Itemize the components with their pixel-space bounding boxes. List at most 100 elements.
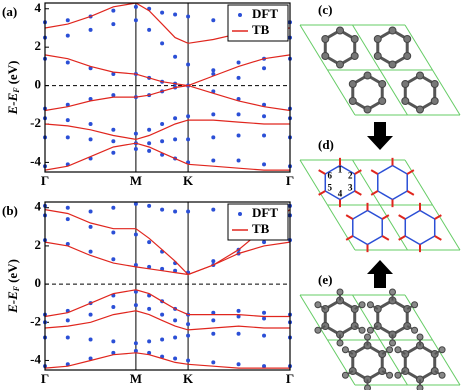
dft-point [88, 121, 93, 126]
legend-swatch [238, 13, 242, 17]
dft-point [111, 72, 116, 77]
dft-point [147, 141, 152, 146]
dft-point [65, 205, 70, 210]
bond [318, 169, 326, 175]
dft-point [133, 146, 138, 151]
x-tick-label: K [183, 173, 194, 188]
legend-box [227, 4, 289, 42]
dft-point [133, 348, 138, 353]
dft-point [186, 114, 191, 119]
dft-point [262, 240, 267, 245]
panel-label: (b) [2, 203, 18, 218]
bond [345, 235, 354, 241]
panel-label: (e) [318, 272, 332, 287]
dft-point [133, 303, 138, 308]
bond [406, 169, 415, 175]
dft-point [173, 209, 178, 214]
bond [434, 235, 442, 241]
dft-point [160, 10, 165, 15]
dft-point [236, 75, 241, 80]
dft-point [211, 331, 216, 336]
atom [438, 371, 446, 379]
tb-band [44, 209, 291, 276]
atom [364, 384, 371, 390]
atom [388, 26, 397, 35]
dft-point [65, 60, 70, 65]
dft-point [211, 135, 216, 140]
atom [350, 52, 359, 60]
dft-point [111, 230, 116, 235]
dft-point [147, 240, 152, 245]
tb-band [44, 289, 290, 318]
dft-point [88, 337, 93, 342]
dft-point [236, 362, 241, 367]
plot-frame [44, 201, 291, 371]
dft-point [186, 62, 191, 67]
bond [370, 190, 379, 196]
y-label-main: E-E [5, 291, 20, 314]
dft-point [236, 112, 241, 117]
atom [321, 52, 330, 60]
dft-point [147, 339, 152, 344]
bond [381, 214, 390, 220]
dft-point [65, 18, 70, 23]
dft-point [88, 66, 93, 71]
dft-point [262, 66, 267, 71]
dft-point [236, 158, 241, 163]
dft-point [147, 306, 152, 311]
y-label-text: E-EF (eV) [5, 259, 21, 314]
bond [398, 214, 406, 220]
hexagon [352, 209, 383, 246]
dft-point [186, 358, 191, 363]
dft-point [65, 242, 70, 246]
dft-point [262, 114, 267, 119]
atom [401, 80, 410, 88]
dft-point [65, 118, 70, 123]
hexagon [403, 343, 437, 382]
atom [416, 105, 424, 114]
dft-point [211, 68, 216, 73]
atom [363, 71, 372, 80]
dft-point [211, 360, 216, 365]
dft-point [236, 314, 241, 319]
atom [363, 105, 372, 114]
dft-point [147, 148, 152, 153]
atom [378, 80, 387, 88]
arrow-down [367, 122, 393, 150]
tb-band [44, 84, 291, 112]
dft-point [262, 316, 267, 321]
cell-edge [404, 24, 461, 116]
dft-point [236, 60, 241, 65]
atom [341, 371, 349, 379]
atom [438, 346, 446, 354]
dft-point [133, 232, 138, 237]
dft-point [111, 139, 116, 144]
dft-point [186, 333, 191, 338]
dft-point [160, 139, 165, 144]
dft-point [111, 127, 116, 132]
atom [411, 326, 419, 334]
dft-point [186, 14, 191, 19]
dft-point [236, 331, 241, 336]
dft-point [211, 207, 216, 212]
dft-point [65, 318, 70, 323]
atom [389, 288, 396, 296]
atom [336, 26, 344, 35]
y-tick-label: -2 [30, 115, 41, 130]
x-tick-label: Γ [41, 371, 49, 386]
tb-band [44, 119, 290, 141]
dft-point [173, 318, 178, 323]
dft-point [262, 102, 267, 107]
panel-label: (a) [2, 4, 17, 19]
dft-point [88, 209, 93, 214]
atom [389, 339, 396, 347]
atom [348, 80, 357, 88]
atom [314, 301, 322, 309]
dft-point [88, 27, 93, 32]
x-tick-label: K [183, 371, 194, 386]
hexagon [351, 73, 384, 112]
panel-label: (d) [318, 137, 334, 152]
atom [394, 346, 402, 354]
dft-point [262, 162, 267, 167]
dft-point [88, 249, 93, 254]
